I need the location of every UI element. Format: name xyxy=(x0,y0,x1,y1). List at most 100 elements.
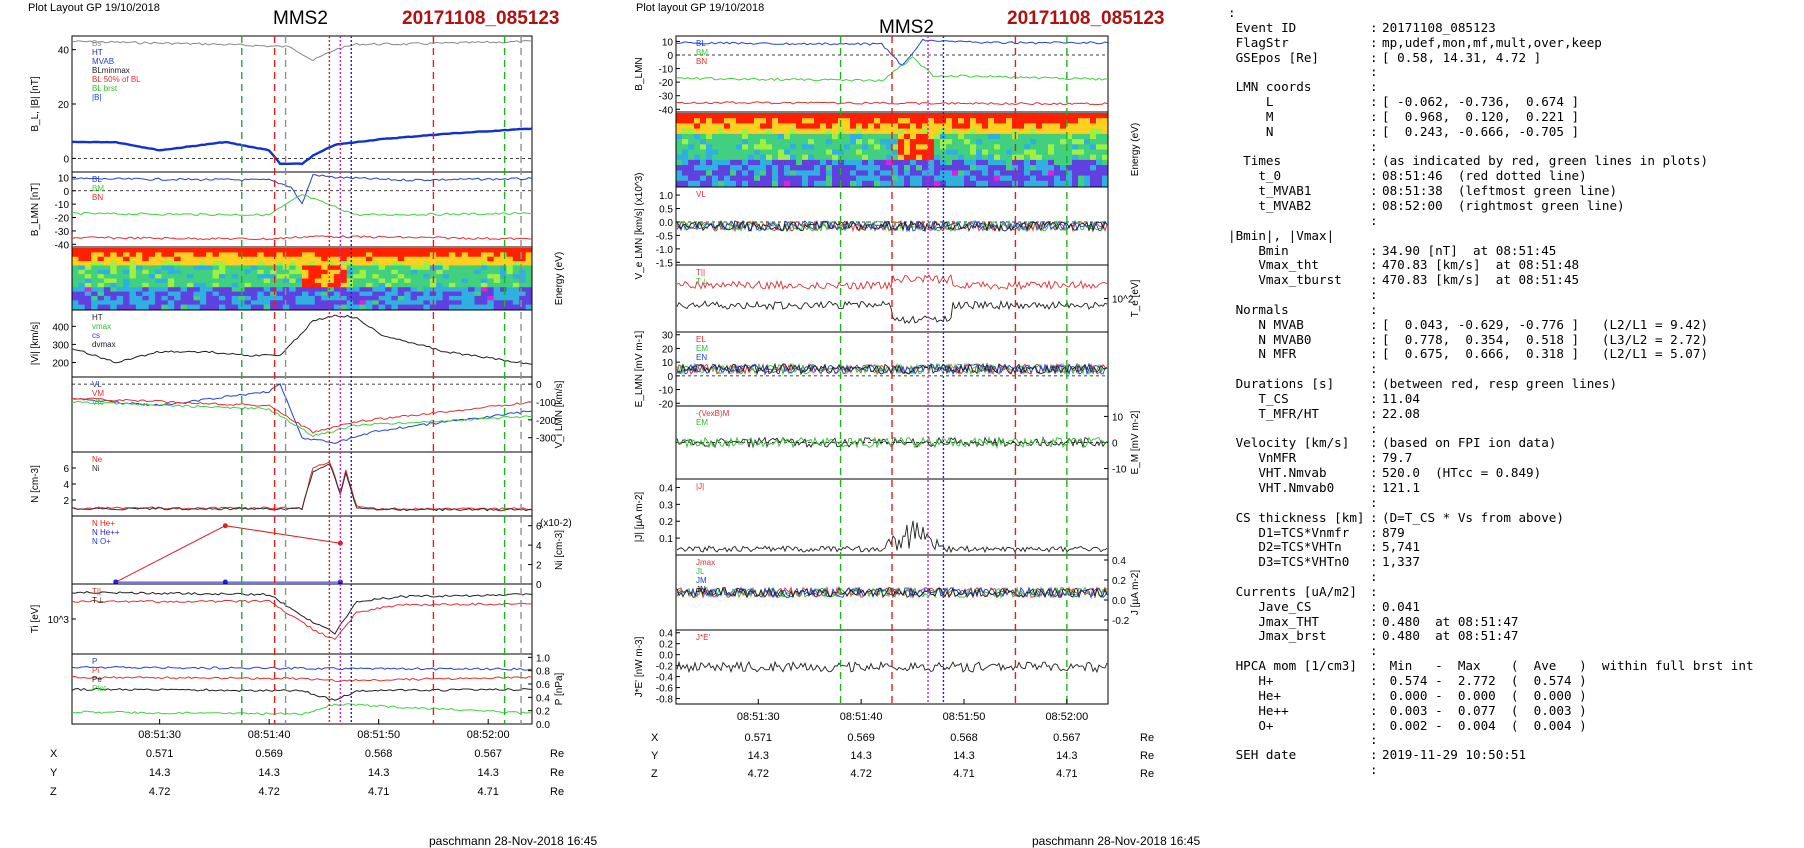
heatmap-cell xyxy=(988,149,995,156)
heatmap-cell xyxy=(784,149,791,156)
heatmap-cell xyxy=(676,128,683,135)
heatmap-cell xyxy=(442,300,450,306)
heatmap-cell xyxy=(838,128,845,135)
legend-entry: JM xyxy=(696,576,707,585)
heatmap-cell xyxy=(802,159,809,166)
heatmap-cell xyxy=(1084,165,1091,171)
heatmap-cell xyxy=(250,291,258,297)
heatmap-cell xyxy=(736,118,743,124)
heatmap-cell xyxy=(455,291,463,297)
heatmap-cell xyxy=(1030,170,1037,177)
heatmap-cell xyxy=(231,278,239,284)
heatmap-cell xyxy=(850,144,857,150)
heatmap-cell xyxy=(1102,128,1109,135)
table-value: 4.72 xyxy=(149,786,170,798)
heatmap-cell xyxy=(199,269,207,275)
heatmap-cell xyxy=(103,304,111,310)
heatmap-cell xyxy=(123,278,130,284)
heatmap-cell xyxy=(206,291,214,297)
heatmap-cell xyxy=(289,291,297,297)
heatmap-cell xyxy=(442,291,450,297)
heatmap-cell xyxy=(880,159,887,166)
heatmap-cell xyxy=(748,123,755,130)
heatmap-cell xyxy=(952,165,959,171)
heatmap-cell xyxy=(1090,118,1097,124)
info-row: CS thickness [km]: (D=T_CS * Vs from abov… xyxy=(1228,510,1798,526)
heatmap-cell xyxy=(1078,165,1085,171)
heatmap-cell xyxy=(519,278,527,284)
heatmap-cell xyxy=(796,118,803,124)
heatmap-cell xyxy=(519,274,527,279)
heatmap-cell xyxy=(772,133,779,140)
heatmap-cell xyxy=(916,175,923,182)
heatmap-cell xyxy=(417,269,424,275)
heatmap-cell xyxy=(78,278,86,284)
heatmap-cell xyxy=(886,118,893,124)
heatmap-cell xyxy=(365,261,373,266)
heatmap-cell xyxy=(1066,159,1073,166)
heatmap-cell xyxy=(231,282,239,288)
heatmap-cell xyxy=(952,133,959,140)
heatmap-cell xyxy=(142,282,150,288)
info-row: Jmax_brst:0.480 at 08:51:47 xyxy=(1228,629,1798,644)
heatmap-cell xyxy=(116,265,124,271)
heatmap-cell xyxy=(682,149,689,156)
info-row: Durations [s]: (between red, resp green l… xyxy=(1228,376,1798,392)
ytick-label: -200 xyxy=(536,416,556,427)
heatmap-cell xyxy=(333,278,341,284)
heatmap-cell xyxy=(784,180,791,187)
heatmap-cell xyxy=(103,256,111,262)
heatmap-cell xyxy=(142,291,150,297)
heatmap-cell xyxy=(940,123,947,130)
heatmap-cell xyxy=(1096,133,1103,140)
info-row: t_MVAB1:08:51:38 (leftmost green line) xyxy=(1228,183,1798,199)
heatmap-cell xyxy=(506,248,514,253)
heatmap-cell xyxy=(110,287,118,293)
heatmap-cell xyxy=(244,287,252,293)
heatmap-cell xyxy=(898,113,905,119)
heatmap-cell xyxy=(404,295,412,301)
heatmap-cell xyxy=(487,300,495,306)
heatmap-cell xyxy=(1102,180,1109,187)
ytick-label: 2 xyxy=(63,496,69,507)
heatmap-cell xyxy=(97,295,105,301)
heatmap-cell xyxy=(1018,144,1025,150)
heatmap-cell xyxy=(333,248,341,253)
heatmap-cell xyxy=(724,123,731,130)
heatmap-cell xyxy=(946,170,953,177)
series-line xyxy=(71,314,533,365)
heatmap-cell xyxy=(429,295,437,301)
heatmap-cell xyxy=(1036,113,1043,119)
heatmap-cell xyxy=(212,274,220,279)
heatmap-cell xyxy=(429,256,437,262)
heatmap-cell xyxy=(940,128,947,135)
heatmap-cell xyxy=(1000,154,1007,161)
heatmap-cell xyxy=(1066,139,1073,145)
heatmap-cell xyxy=(772,165,779,171)
heatmap-cell xyxy=(802,165,809,171)
heatmap-cell xyxy=(167,304,175,310)
heatmap-cell xyxy=(512,287,520,293)
heatmap-cell xyxy=(1072,118,1079,124)
heatmap-cell xyxy=(174,300,182,306)
heatmap-cell xyxy=(760,128,767,135)
heatmap-cell xyxy=(410,287,418,293)
heatmap-cell xyxy=(512,291,520,297)
heatmap-cell xyxy=(410,256,418,262)
heatmap-cell xyxy=(886,180,893,187)
heatmap-cell xyxy=(333,256,341,262)
heatmap-cell xyxy=(784,123,791,130)
info-value: [ 0.043, -0.629, -0.776 ] (L2/L1 = 9.42) xyxy=(1382,316,1709,332)
heatmap-cell xyxy=(850,165,857,171)
heatmap-cell xyxy=(500,304,507,310)
heatmap-cell xyxy=(730,175,737,182)
heatmap-cell xyxy=(231,274,239,279)
heatmap-cell xyxy=(206,295,214,301)
heatmap-cell xyxy=(174,287,182,293)
heatmap-cell xyxy=(844,170,851,177)
heatmap-cell xyxy=(1036,123,1043,130)
heatmap-cell xyxy=(916,149,923,156)
info-row: D1=TCS*Vnmfr:879 xyxy=(1228,525,1798,541)
info-key: N MVAB xyxy=(1228,316,1304,332)
